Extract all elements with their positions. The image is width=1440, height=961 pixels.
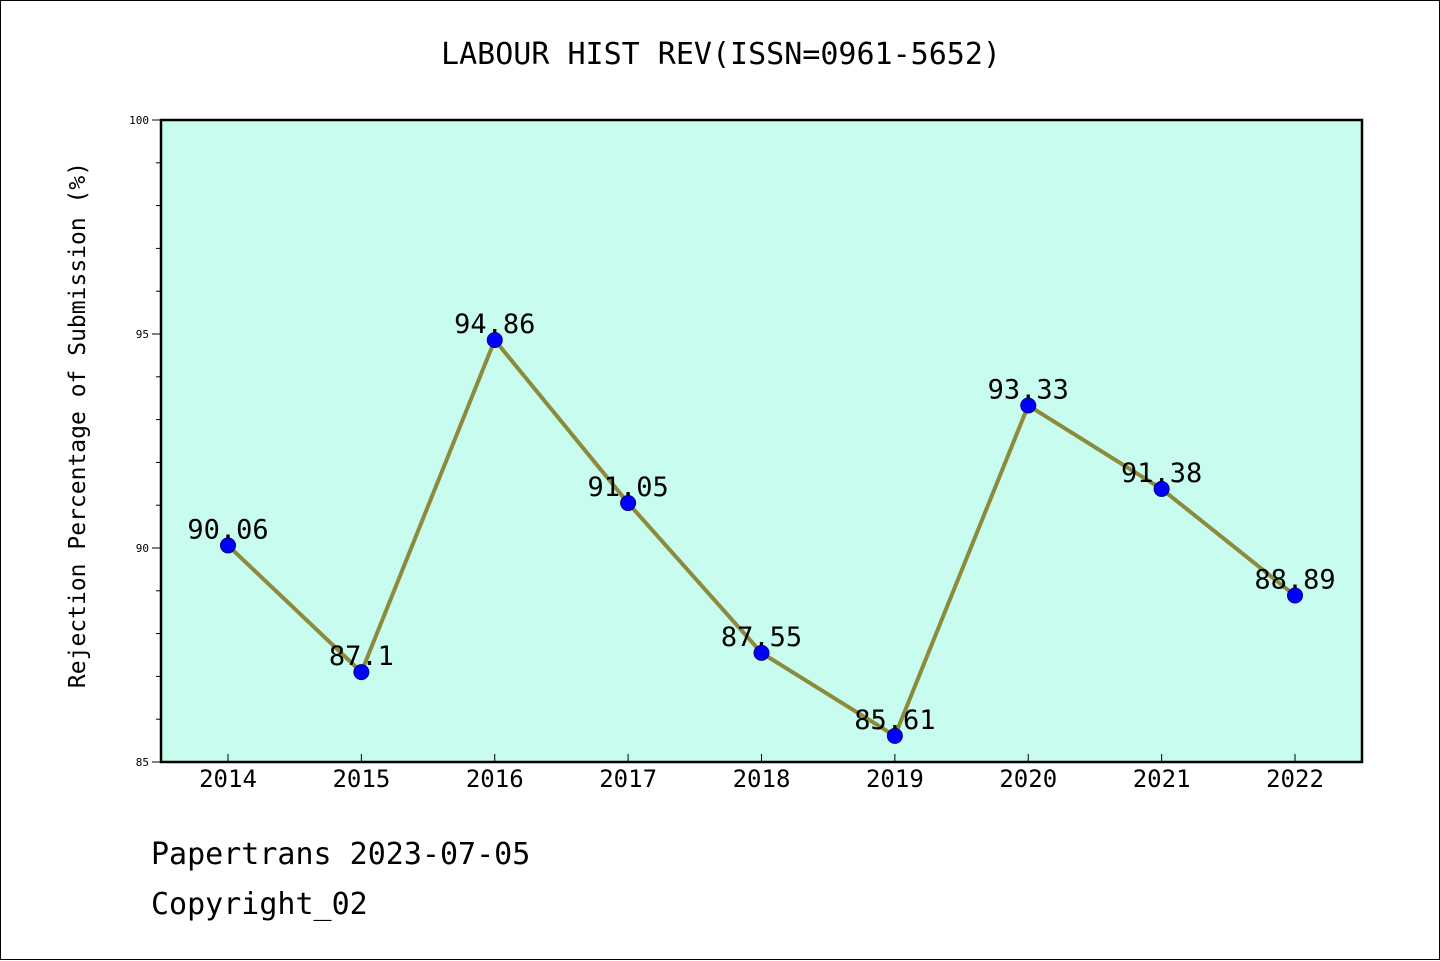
x-tick-label: 2015 <box>332 765 390 793</box>
y-tick-label: 85 <box>136 756 149 769</box>
y-axis-ticks: 85 90 95 100 <box>129 114 161 769</box>
y-tick-label: 95 <box>136 328 149 341</box>
markers-layer <box>220 331 1303 744</box>
data-point <box>620 495 637 512</box>
plot-frame <box>159 118 1364 764</box>
data-label: 94.86 <box>454 309 535 340</box>
data-label: 93.33 <box>988 374 1069 405</box>
x-tick-label: 2018 <box>733 765 791 793</box>
data-point <box>753 644 770 661</box>
y-tick-label: 100 <box>129 114 149 127</box>
data-label: 91.05 <box>587 472 668 503</box>
data-point <box>220 537 236 554</box>
data-point <box>1287 587 1303 604</box>
data-label: 85.61 <box>854 705 935 736</box>
data-label: 87.1 <box>329 641 394 672</box>
x-tick-label: 2016 <box>466 765 524 793</box>
data-label: 87.55 <box>721 622 802 653</box>
y-tick-label: 90 <box>136 542 149 555</box>
x-tick-label: 2017 <box>599 765 657 793</box>
data-label: 88.89 <box>1254 565 1335 596</box>
footer-copyright: Copyright_02 <box>151 887 368 922</box>
footer-credit: Papertrans 2023-07-05 <box>151 837 531 872</box>
data-point <box>486 331 503 348</box>
x-tick-label: 2014 <box>199 765 257 793</box>
x-tick-label: 2020 <box>999 765 1057 793</box>
chart-title: LABOUR HIST REV(ISSN=0961-5652) <box>441 37 1001 72</box>
x-tick-label: 2019 <box>866 765 924 793</box>
data-label: 90.06 <box>187 514 268 545</box>
data-label: 91.38 <box>1121 458 1202 489</box>
data-point <box>886 727 903 744</box>
x-tick-label: 2022 <box>1266 765 1324 793</box>
x-tick-label: 2021 <box>1133 765 1191 793</box>
data-point <box>1020 397 1037 414</box>
data-point <box>1153 480 1170 497</box>
data-point <box>353 664 370 681</box>
x-axis-ticks: 2014 2015 2016 2017 2018 2019 2020 2021 2022 <box>199 754 1324 793</box>
data-labels: 90.06 87.1 94.86 91.05 87.55 85.61 93.33 91.38 8… <box>187 309 1335 736</box>
y-axis-label: Rejection Percentage of Submission (%) <box>65 162 91 688</box>
